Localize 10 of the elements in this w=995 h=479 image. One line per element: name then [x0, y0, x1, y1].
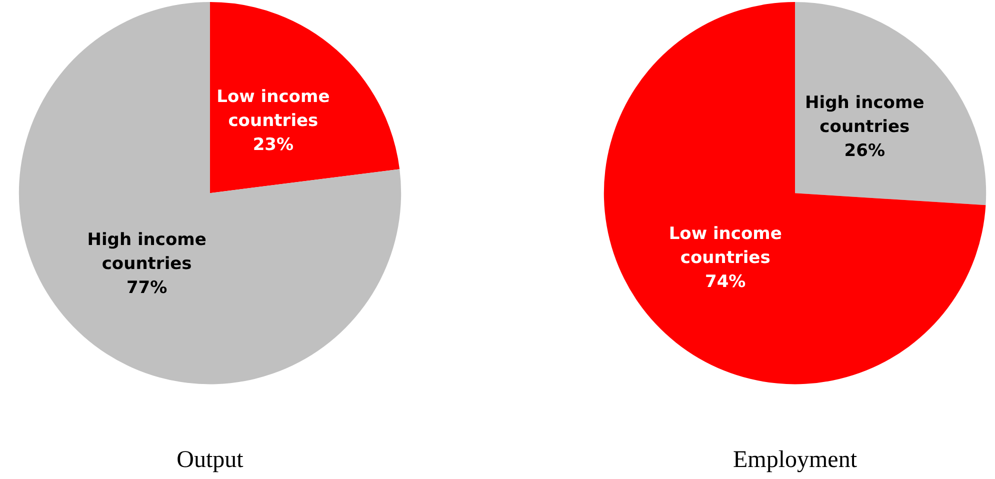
data-label: 74% — [704, 272, 746, 292]
slice-label: Low income countries — [216, 86, 330, 131]
data-label: 77% — [126, 278, 168, 298]
data-label: 23% — [252, 134, 294, 155]
slice-label: High income countries — [805, 93, 924, 138]
slice-label: High income countries — [87, 230, 206, 274]
data-label: 26% — [844, 141, 886, 162]
text: Employment — [733, 446, 858, 473]
text: Output — [176, 446, 244, 473]
slice-label: Low income countries — [668, 224, 782, 268]
